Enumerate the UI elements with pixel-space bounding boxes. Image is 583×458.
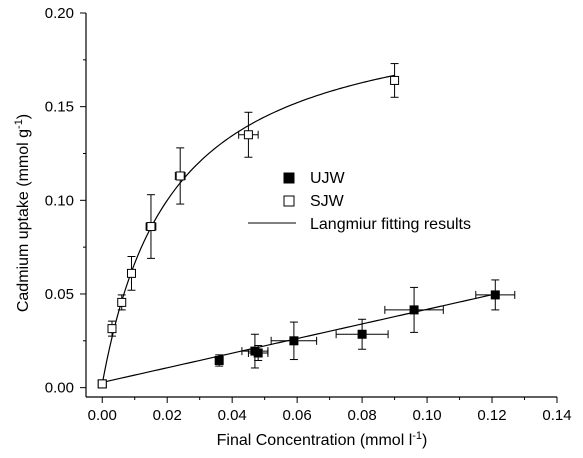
ticks: 0.00 0.02 0.04 0.06 0.08 0.10 0.12 0.14 0.00 0.05… [45,5,572,424]
legend-label-fit: Langmiur fitting results [310,216,471,233]
data-point-ujw [357,329,367,339]
data-point-ujw [214,355,224,365]
x-tick-label: 0.04 [218,407,247,424]
data-point-sjw [107,324,117,334]
legend-marker-ujw [283,172,295,184]
data-point-ujw [289,336,299,346]
axes [85,13,557,398]
data-point-sjw [175,171,185,181]
x-tick-label: 0.06 [283,407,312,424]
x-tick-label: 0.02 [153,407,182,424]
data-point-ujw [490,290,500,300]
y-tick-label: 0.15 [45,99,74,116]
y-tick-label: 0.10 [45,192,74,209]
data-point-sjw [390,75,400,85]
fit-line-linear [102,293,496,383]
legend-marker-sjw [283,195,295,207]
y-tick-label: 0.00 [45,380,74,397]
markers [97,75,500,389]
data-point-ujw [409,305,419,315]
data-point-ujw [253,348,263,358]
data-point-sjw [117,297,127,307]
x-axis-title: Final Concentration (mmol l-1) [217,430,428,449]
data-point-sjw [243,130,253,140]
x-tick-label: 0.00 [88,407,117,424]
x-tick-label: 0.14 [542,407,571,424]
x-tick-label: 0.08 [348,407,377,424]
y-axis-title: Cadmium uptake (mmol g-1) [13,114,32,312]
legend: UJW SJW Langmiur fitting results [248,170,471,233]
y-tick-label: 0.20 [45,5,74,22]
y-tick-label: 0.05 [45,286,74,303]
x-tick-label: 0.10 [412,407,441,424]
legend-label-ujw: UJW [310,170,346,187]
x-tick-label: 0.12 [477,407,506,424]
data-point-sjw [146,222,156,232]
legend-label-sjw: SJW [310,193,345,210]
data-point-sjw [126,268,136,278]
data-point-sjw [97,379,107,389]
